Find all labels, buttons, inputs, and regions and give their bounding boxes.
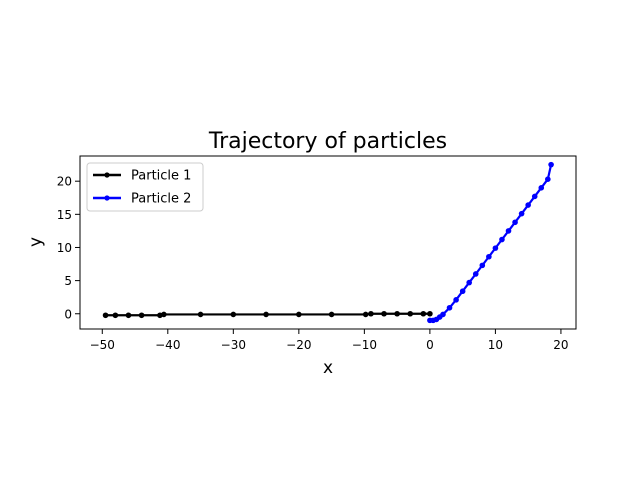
legend-label-particle-1: Particle 1 — [131, 169, 191, 184]
x-axis: −50 −40 −30 −20 −10 0 10 20 — [90, 329, 569, 352]
data-point-particle-1 — [407, 310, 414, 317]
data-point-particle-1 — [420, 310, 427, 317]
data-point-particle-2 — [486, 253, 492, 260]
data-point-particle-2 — [525, 202, 531, 208]
plot-area-frame — [79, 155, 577, 330]
y-tick-label: 20 — [57, 175, 72, 189]
data-point-particle-1 — [102, 312, 109, 319]
data-point-particle-2 — [492, 245, 499, 251]
chart-title: Trajectory of particles — [208, 129, 447, 154]
legend-label-particle-2: Particle 2 — [131, 192, 191, 207]
data-point-particle-1 — [230, 311, 237, 318]
data-point-particle-1 — [296, 311, 302, 318]
data-point-particle-2 — [512, 219, 518, 226]
data-point-particle-2 — [459, 288, 466, 295]
data-point-particle-1 — [263, 311, 269, 318]
x-tick-label: −30 — [221, 338, 246, 352]
data-point-particle-1 — [394, 310, 400, 317]
data-point-particle-1 — [328, 311, 335, 318]
data-point-particle-2 — [479, 262, 486, 269]
data-point-particle-2 — [548, 161, 554, 168]
data-point-particle-2 — [440, 311, 446, 318]
data-point-particle-1 — [362, 311, 369, 318]
x-tick-label: −40 — [155, 338, 180, 352]
data-point-particle-2 — [518, 210, 525, 217]
legend: Particle 1 Particle 2 — [86, 162, 204, 212]
data-point-particle-1 — [197, 311, 204, 318]
x-tick-label: −10 — [352, 338, 377, 352]
y-tick-label: 10 — [57, 241, 72, 255]
data-point-particle-1 — [112, 312, 119, 319]
data-point-particle-2 — [453, 297, 459, 303]
data-point-particle-1 — [125, 312, 132, 319]
data-point-particle-2 — [466, 279, 473, 286]
series-layer — [102, 161, 554, 324]
x-tick-label: 10 — [488, 338, 503, 352]
x-tick-label: 20 — [553, 338, 568, 352]
data-point-particle-1 — [381, 310, 387, 317]
data-point-particle-1 — [427, 310, 433, 317]
data-point-particle-1 — [368, 310, 374, 317]
x-tick-label: 0 — [426, 338, 434, 352]
y-tick-label: 0 — [64, 307, 72, 321]
y-axis-label: y — [26, 237, 46, 247]
y-tick-label: 5 — [64, 274, 72, 288]
y-tick-label: 15 — [57, 208, 72, 222]
data-point-particle-2 — [472, 271, 479, 277]
data-point-particle-1 — [138, 312, 145, 319]
y-axis: 0 5 10 15 20 — [57, 175, 80, 321]
x-axis-label: x — [323, 358, 333, 378]
data-point-particle-1 — [161, 311, 167, 318]
data-point-particle-2 — [538, 185, 545, 191]
legend-marker-particle-2 — [104, 195, 110, 201]
data-point-particle-2 — [531, 193, 538, 200]
data-point-particle-2 — [505, 228, 512, 234]
legend-marker-particle-1 — [104, 172, 110, 178]
x-tick-label: −50 — [90, 338, 115, 352]
data-point-particle-2 — [545, 176, 551, 182]
data-point-particle-2 — [499, 236, 505, 243]
data-point-particle-2 — [446, 304, 453, 311]
x-tick-label: −20 — [286, 338, 311, 352]
